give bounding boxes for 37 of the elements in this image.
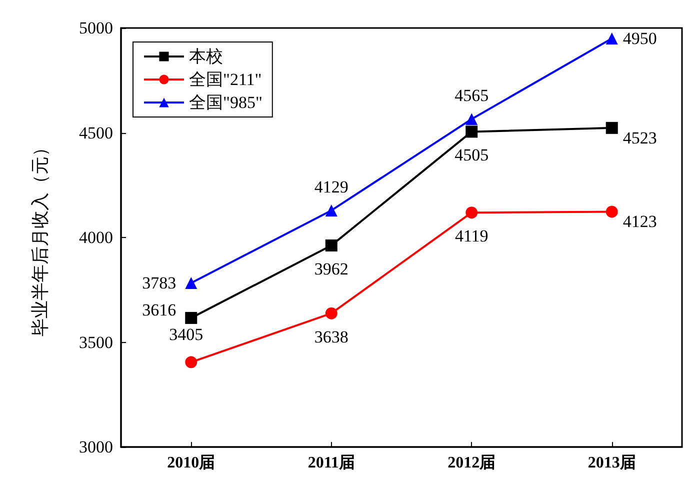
y-tick-label: 4500 <box>79 123 113 142</box>
y-tick-label: 3000 <box>79 438 113 456</box>
point <box>185 312 198 324</box>
data-label: 4123 <box>622 212 657 232</box>
point <box>606 32 618 44</box>
point <box>185 356 198 368</box>
x-tick-label: 2013届 <box>588 454 636 472</box>
point <box>325 239 338 252</box>
data-label: 4565 <box>454 86 489 106</box>
data-label: 3616 <box>142 300 176 320</box>
legend-label: 全国"211" <box>189 70 262 89</box>
data-label: 4119 <box>454 226 488 246</box>
point <box>606 122 618 134</box>
y-tick-label: 3500 <box>79 332 113 352</box>
y-axis-title: 毕业半年后月收入（元） <box>30 138 50 336</box>
point <box>466 126 478 138</box>
x-tick-label: 2012届 <box>448 454 496 472</box>
x-tick-label: 2010届 <box>167 454 216 472</box>
data-label: 3783 <box>142 273 176 292</box>
data-label: 4523 <box>622 128 657 148</box>
data-label: 4129 <box>314 177 348 196</box>
data-label: 4950 <box>622 28 657 48</box>
x-tick-label: 2011届 <box>308 454 355 472</box>
data-label: 3405 <box>169 325 204 344</box>
legend-label: 全国"985" <box>189 93 262 112</box>
point <box>325 204 338 216</box>
legend-label: 本校 <box>189 47 223 66</box>
point <box>606 206 618 218</box>
point <box>466 113 478 126</box>
data-label: 4505 <box>454 146 489 165</box>
data-label: 3638 <box>314 327 348 346</box>
y-tick-label: 5000 <box>79 18 113 38</box>
y-tick-label: 4000 <box>79 228 113 247</box>
point <box>325 307 338 320</box>
point <box>185 276 198 289</box>
point <box>466 206 478 219</box>
data-label: 3962 <box>314 259 348 278</box>
